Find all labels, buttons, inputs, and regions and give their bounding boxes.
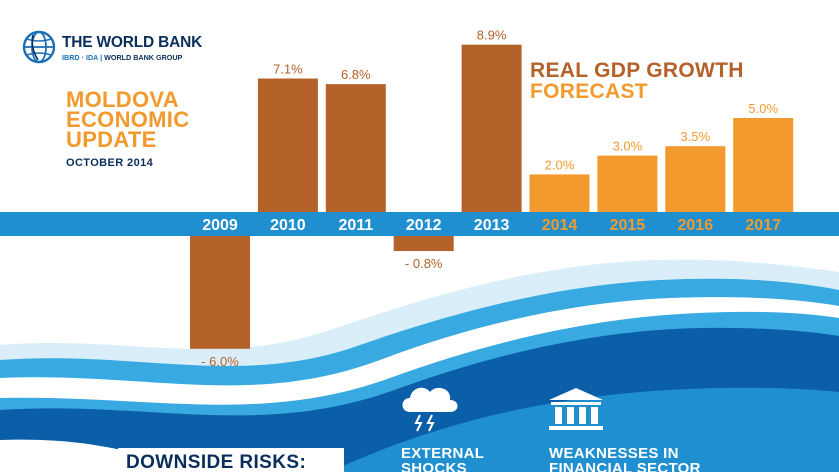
bar-2013: [461, 44, 522, 213]
value-label-2015: 3.0%: [613, 139, 643, 154]
logo-sub-right: WORLD BANK GROUP: [104, 53, 183, 62]
bar-2011: [325, 84, 386, 212]
year-label-2011: 2011: [338, 217, 373, 234]
value-label-2010: 7.1%: [273, 62, 303, 77]
value-label-2013: 8.9%: [477, 28, 507, 43]
wave-white-stripe: [0, 297, 839, 405]
risks-panel: [118, 448, 344, 472]
bar-2009: [190, 236, 250, 349]
bar-2012: [393, 236, 454, 252]
value-label-2017: 5.0%: [748, 101, 778, 116]
risk-line: EXTERNAL: [401, 445, 485, 462]
storm-cloud-icon: [402, 387, 458, 432]
logo-subtitle: IBRD · IDA | WORLD BANK GROUP: [62, 53, 182, 62]
value-label-2016: 3.5%: [680, 129, 710, 144]
wave-bottom-white: [0, 439, 130, 472]
year-label-2017: 2017: [745, 217, 781, 234]
value-label-2011: 6.8%: [341, 67, 371, 82]
risk-line: SHOCKS: [401, 460, 467, 472]
chart-title: REAL GDP GROWTH FORECAST: [530, 60, 744, 102]
year-label-2010: 2010: [270, 217, 306, 234]
logo-name: THE WORLD BANK: [62, 34, 203, 51]
chart-title-line2: FORECAST: [530, 80, 648, 103]
bar-2010: [257, 78, 318, 213]
globe-icon: [22, 30, 56, 64]
risk-line: FINANCIAL SECTOR: [549, 460, 701, 472]
year-label-2012: 2012: [406, 217, 442, 234]
year-label-2016: 2016: [678, 217, 714, 234]
year-label-2014: 2014: [542, 217, 578, 234]
bar-2017: [733, 118, 794, 212]
risk-external-shocks: EXTERNAL SHOCKS: [401, 446, 484, 472]
risk-financial-sector: WEAKNESSES IN FINANCIAL SECTOR: [549, 446, 701, 472]
risk-line: WEAKNESSES IN: [549, 445, 679, 462]
year-label-2013: 2013: [474, 217, 510, 234]
bar-2014: [529, 174, 590, 212]
value-label-2012: - 0.8%: [405, 256, 443, 271]
report-title: MOLDOVA ECONOMIC UPDATE: [66, 87, 256, 152]
timeline-band: [0, 212, 839, 236]
bar-2015: [597, 155, 658, 212]
chart-title-line1: REAL GDP GROWTH: [530, 59, 744, 82]
report-date: OCTOBER 2014: [66, 157, 154, 169]
value-label-2009: - 6.0%: [201, 354, 239, 369]
bank-building-icon: [549, 388, 603, 430]
downside-risks-heading: DOWNSIDE RISKS:: [126, 452, 307, 472]
bar-2016: [665, 146, 726, 212]
report-title-line: MOLDOVA: [66, 87, 179, 112]
year-label-2009: 2009: [202, 217, 238, 234]
logo-sub-left: IBRD · IDA |: [62, 53, 103, 62]
report-title-line: UPDATE: [66, 127, 157, 152]
value-label-2014: 2.0%: [545, 157, 575, 172]
world-bank-logo: THE WORLD BANK IBRD · IDA | WORLD BANK G…: [22, 28, 222, 70]
year-label-2015: 2015: [610, 217, 646, 234]
report-title-line: ECONOMIC: [66, 107, 190, 132]
